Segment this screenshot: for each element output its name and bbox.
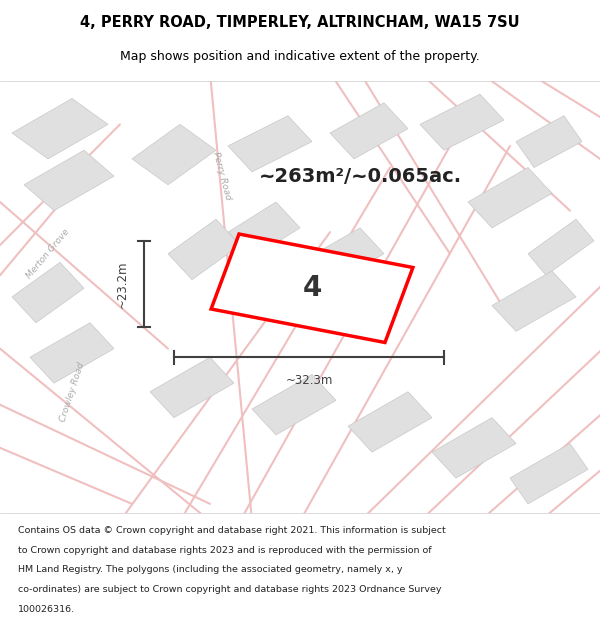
Polygon shape (528, 219, 594, 276)
Polygon shape (228, 202, 300, 258)
Polygon shape (432, 418, 516, 478)
Text: Map shows position and indicative extent of the property.: Map shows position and indicative extent… (120, 51, 480, 63)
Polygon shape (420, 94, 504, 150)
Text: ~23.2m: ~23.2m (116, 260, 129, 308)
Polygon shape (252, 374, 336, 435)
Polygon shape (168, 219, 240, 279)
Polygon shape (510, 444, 588, 504)
Polygon shape (348, 392, 432, 452)
Polygon shape (468, 168, 552, 228)
Text: HM Land Registry. The polygons (including the associated geometry, namely x, y: HM Land Registry. The polygons (includin… (18, 566, 403, 574)
Polygon shape (150, 357, 234, 418)
Text: 4: 4 (302, 274, 322, 302)
Text: Crowley Road: Crowley Road (58, 361, 86, 423)
Polygon shape (228, 116, 312, 172)
Polygon shape (132, 124, 216, 185)
Text: to Crown copyright and database rights 2023 and is reproduced with the permissio: to Crown copyright and database rights 2… (18, 546, 431, 555)
Polygon shape (24, 150, 114, 211)
Text: ~32.3m: ~32.3m (286, 374, 332, 388)
Polygon shape (492, 271, 576, 331)
Polygon shape (12, 262, 84, 322)
Text: Merton Grove: Merton Grove (25, 228, 71, 280)
Polygon shape (30, 322, 114, 383)
Text: 100026316.: 100026316. (18, 605, 75, 614)
Polygon shape (330, 103, 408, 159)
Text: Contains OS data © Crown copyright and database right 2021. This information is : Contains OS data © Crown copyright and d… (18, 526, 446, 535)
Text: co-ordinates) are subject to Crown copyright and database rights 2023 Ordnance S: co-ordinates) are subject to Crown copyr… (18, 585, 442, 594)
Polygon shape (300, 228, 384, 288)
Text: Perry Road: Perry Road (211, 151, 233, 201)
Text: 4, PERRY ROAD, TIMPERLEY, ALTRINCHAM, WA15 7SU: 4, PERRY ROAD, TIMPERLEY, ALTRINCHAM, WA… (80, 15, 520, 30)
Polygon shape (211, 234, 413, 342)
Text: ~263m²/~0.065ac.: ~263m²/~0.065ac. (259, 167, 461, 186)
Polygon shape (12, 99, 108, 159)
Polygon shape (516, 116, 582, 168)
